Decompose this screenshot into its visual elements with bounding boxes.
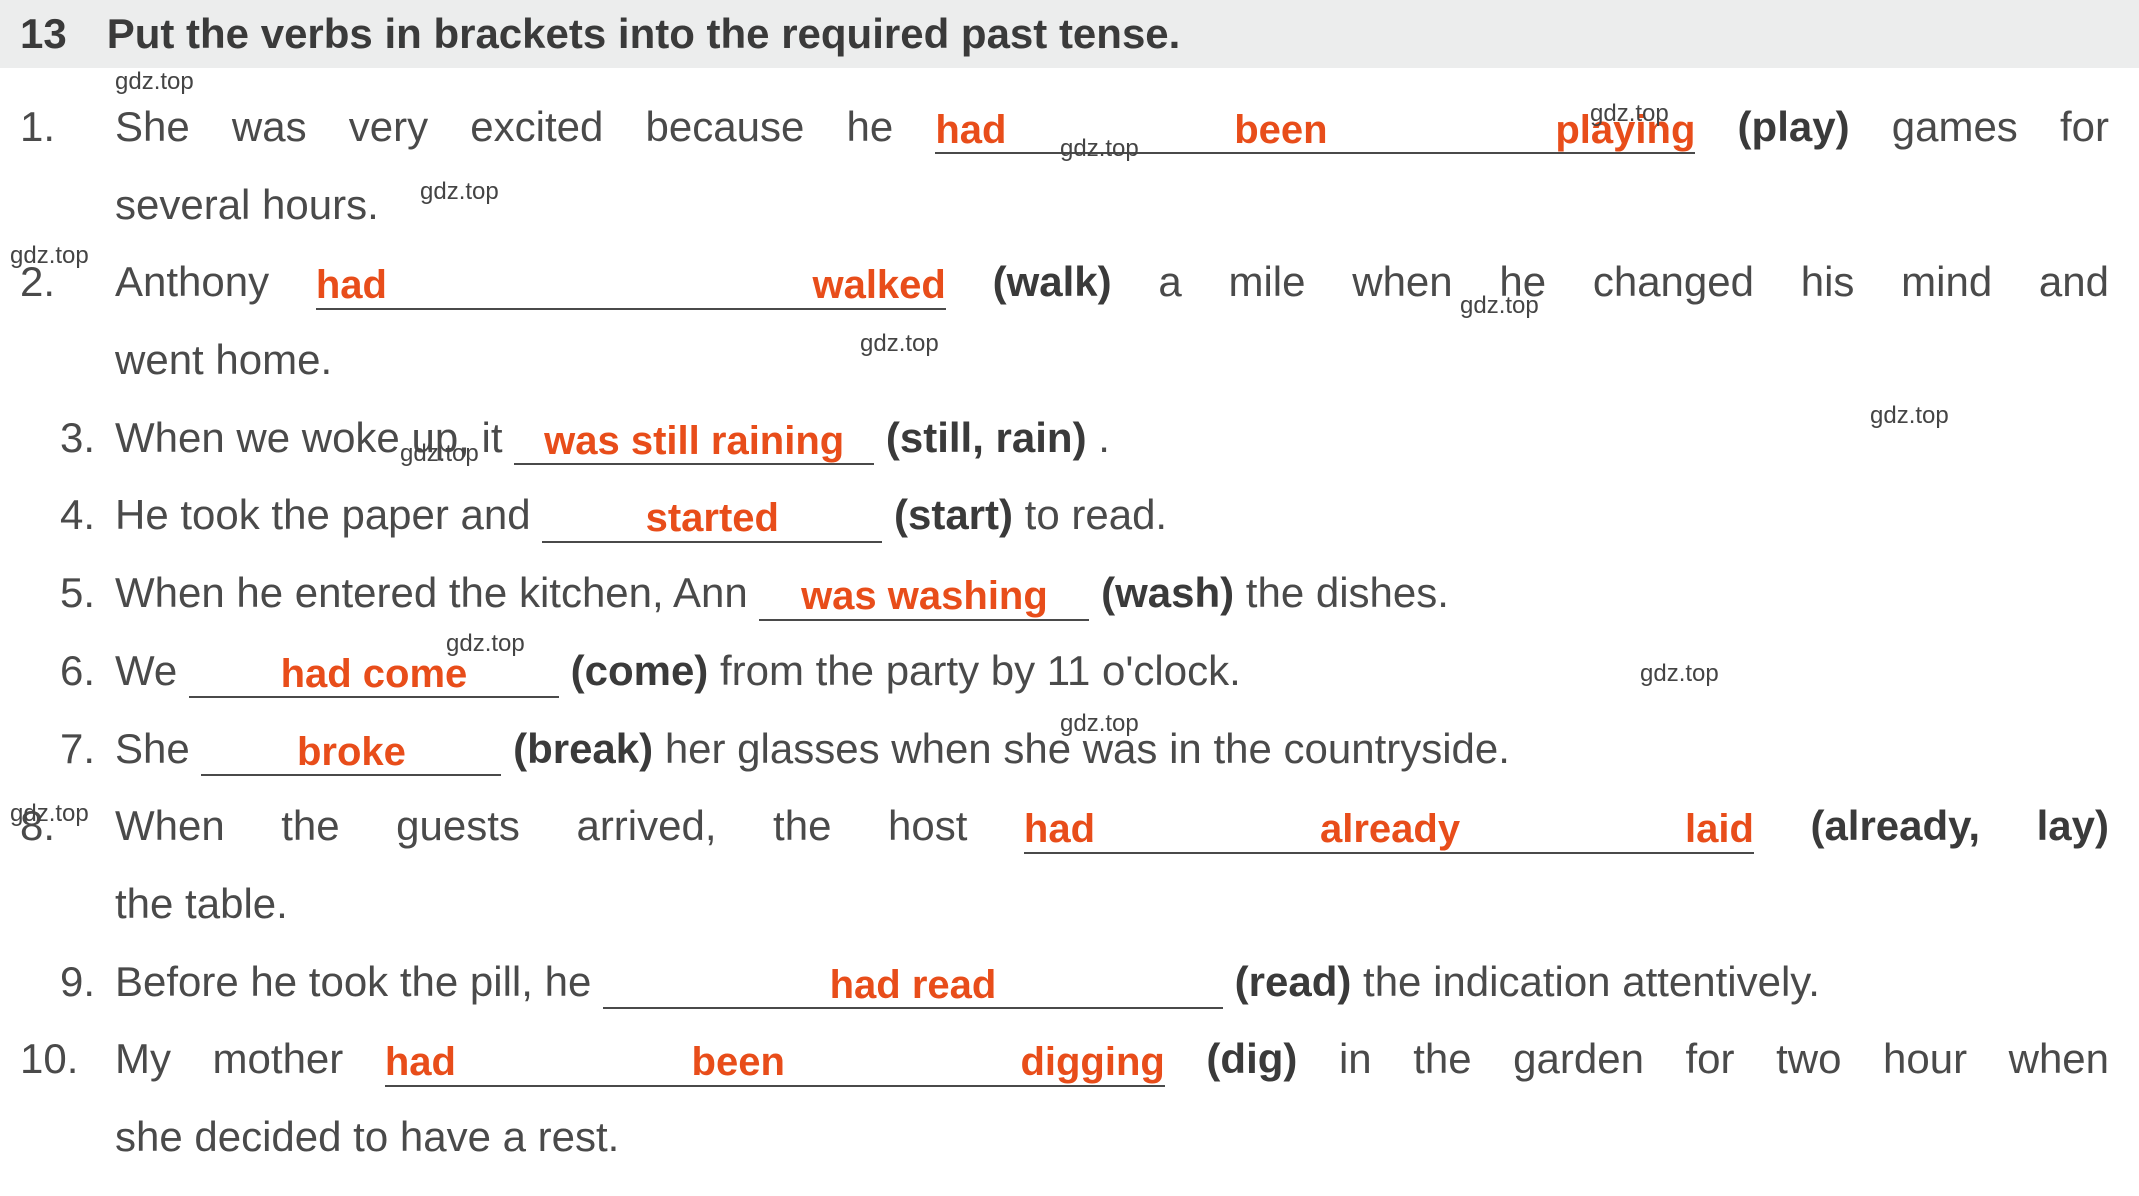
- item-6: 6. We had come (come) from the party by …: [20, 632, 2109, 710]
- answer-blank: was still raining: [514, 413, 874, 465]
- item-number: 7.: [20, 710, 95, 788]
- item-10: 10. My mother had been digging (dig) in …: [20, 1020, 2109, 1098]
- text-cont: went home.: [115, 336, 332, 383]
- text-post: the dishes.: [1246, 569, 1449, 616]
- hint: (still, rain): [886, 414, 1087, 461]
- watermark: gdz.top: [400, 440, 479, 468]
- item-9: 9. Before he took the pill, he had read …: [20, 943, 2109, 1021]
- item-2: 2. Anthony had walked (walk) a mile when…: [20, 243, 2109, 321]
- item-8: 8. When the guests arrived, the host had…: [20, 787, 2109, 865]
- text-cont: the table.: [115, 880, 288, 927]
- text-post: .: [1098, 414, 1110, 461]
- item-10-cont: she decided to have a rest.: [20, 1098, 2109, 1176]
- text-pre: My mother: [115, 1035, 385, 1082]
- watermark: gdz.top: [1460, 292, 1539, 320]
- text-pre: When he entered the kitchen, Ann: [115, 569, 759, 616]
- text-post: games for: [1892, 103, 2109, 150]
- item-4: 4. He took the paper and started (start)…: [20, 476, 2109, 554]
- watermark: gdz.top: [1060, 710, 1139, 738]
- text-pre: She: [115, 725, 201, 772]
- answer-text: had been playing: [935, 108, 1695, 152]
- text-post: a mile when he changed his mind and: [1158, 258, 2109, 305]
- answer-blank: had been playing: [935, 102, 1695, 154]
- exercise-container: 13 Put the verbs in brackets into the re…: [0, 0, 2139, 1196]
- text-post: in the garden for two hour when: [1339, 1035, 2109, 1082]
- hint: (start): [894, 491, 1013, 538]
- hint: (play): [1738, 103, 1850, 150]
- hint: (come): [571, 647, 709, 694]
- text-pre: When the guests arrived, the host: [115, 802, 1024, 849]
- watermark: gdz.top: [10, 242, 89, 270]
- text-cont: several hours.: [115, 181, 379, 228]
- text-pre: Before he took the pill, he: [115, 958, 603, 1005]
- answer-blank: started: [542, 490, 882, 542]
- exercise-header: 13 Put the verbs in brackets into the re…: [0, 0, 2139, 68]
- hint: (walk): [993, 258, 1112, 305]
- item-2-cont: went home.: [20, 321, 2109, 399]
- answer-text: started: [646, 496, 779, 540]
- answer-blank: had read: [603, 957, 1223, 1009]
- answer-blank: had walked: [316, 257, 946, 309]
- text-pre: He took the paper and: [115, 491, 542, 538]
- exercise-number: 13: [20, 10, 67, 58]
- text-pre: She was very excited because he: [115, 103, 935, 150]
- watermark: gdz.top: [115, 68, 194, 96]
- exercise-title: Put the verbs in brackets into the requi…: [107, 10, 1181, 58]
- text-post: from the party by 11 o'clock.: [720, 647, 1241, 694]
- item-1-cont: several hours.: [20, 166, 2109, 244]
- answer-text: broke: [297, 730, 406, 774]
- answer-text: had come: [281, 652, 468, 696]
- watermark: gdz.top: [1640, 660, 1719, 688]
- watermark: gdz.top: [1870, 402, 1949, 430]
- answer-text: had read: [830, 963, 997, 1007]
- text-post: to read.: [1025, 491, 1167, 538]
- item-8-cont: the table.: [20, 865, 2109, 943]
- watermark: gdz.top: [446, 630, 525, 658]
- watermark: gdz.top: [860, 330, 939, 358]
- item-number: 3.: [20, 399, 95, 477]
- item-5: 5. When he entered the kitchen, Ann was …: [20, 554, 2109, 632]
- answer-blank: had already laid: [1024, 801, 1754, 853]
- item-number: 1.: [20, 88, 95, 166]
- answer-text: was washing: [801, 574, 1048, 618]
- answer-text: was still raining: [544, 419, 844, 463]
- exercise-content: 1. She was very excited because he had b…: [0, 68, 2139, 1196]
- answer-blank: broke: [201, 724, 501, 776]
- item-3: 3. When we woke up, it was still raining…: [20, 399, 2109, 477]
- answer-blank: was washing: [759, 568, 1089, 620]
- hint: (dig): [1206, 1035, 1297, 1082]
- item-number: 9.: [20, 943, 95, 1021]
- watermark: gdz.top: [420, 178, 499, 206]
- hint: (already, lay): [1810, 802, 2109, 849]
- item-number: 4.: [20, 476, 95, 554]
- answer-text: had been digging: [385, 1040, 1165, 1084]
- answer-text: had walked: [316, 263, 946, 307]
- item-number: 10.: [20, 1020, 95, 1098]
- text-post: the indication attentively.: [1363, 958, 1820, 1005]
- hint: (break): [513, 725, 653, 772]
- item-number: 5.: [20, 554, 95, 632]
- text-pre: Anthony: [115, 258, 316, 305]
- answer-blank: had been digging: [385, 1034, 1165, 1086]
- answer-text: had already laid: [1024, 807, 1754, 851]
- watermark: gdz.top: [1060, 135, 1139, 163]
- text-pre: We: [115, 647, 189, 694]
- text-cont: she decided to have a rest.: [115, 1113, 619, 1160]
- watermark: gdz.top: [10, 800, 89, 828]
- hint: (wash): [1101, 569, 1234, 616]
- hint: (read): [1235, 958, 1352, 1005]
- item-number: 6.: [20, 632, 95, 710]
- watermark: gdz.top: [1590, 100, 1669, 128]
